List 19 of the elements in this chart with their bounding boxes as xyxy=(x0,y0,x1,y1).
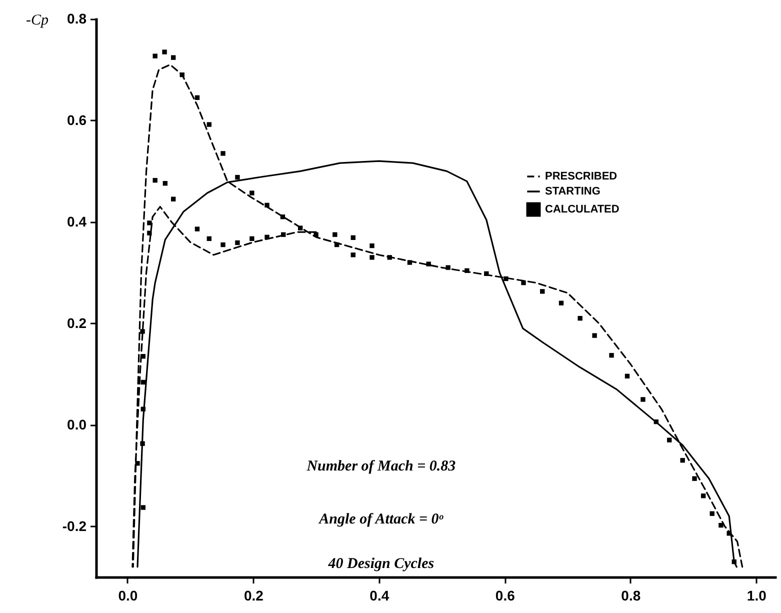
x-tick-label: 0.6 xyxy=(495,588,516,604)
y-axis-title: -Cp xyxy=(26,12,49,28)
x-tick-label: 0.8 xyxy=(621,588,641,604)
legend-label: PRESCRIBED xyxy=(545,170,618,182)
x-tick-label: 0.2 xyxy=(244,588,264,604)
legend-label: STARTING xyxy=(545,186,600,198)
y-tick-label: -0.2 xyxy=(62,518,87,534)
x-tick-label: 0.0 xyxy=(118,588,138,604)
y-tick-label: 0.2 xyxy=(67,314,87,331)
y-tick-label: 0.6 xyxy=(67,112,87,128)
x-tick-label: 0.4 xyxy=(370,588,390,604)
annotation: Number of Mach = 0.83 xyxy=(306,458,456,474)
x-tick-label: 1.0 xyxy=(746,588,767,604)
y-tick-label: 0.4 xyxy=(67,213,87,230)
legend-label: CALCULATED xyxy=(545,204,620,216)
annotation: 40 Design Cycles xyxy=(327,556,434,572)
y-tick-label: 0.8 xyxy=(67,10,87,26)
annotation: Angle of Attack = 0ᵒ xyxy=(318,511,444,528)
y-tick-label: 0.0 xyxy=(67,416,87,432)
